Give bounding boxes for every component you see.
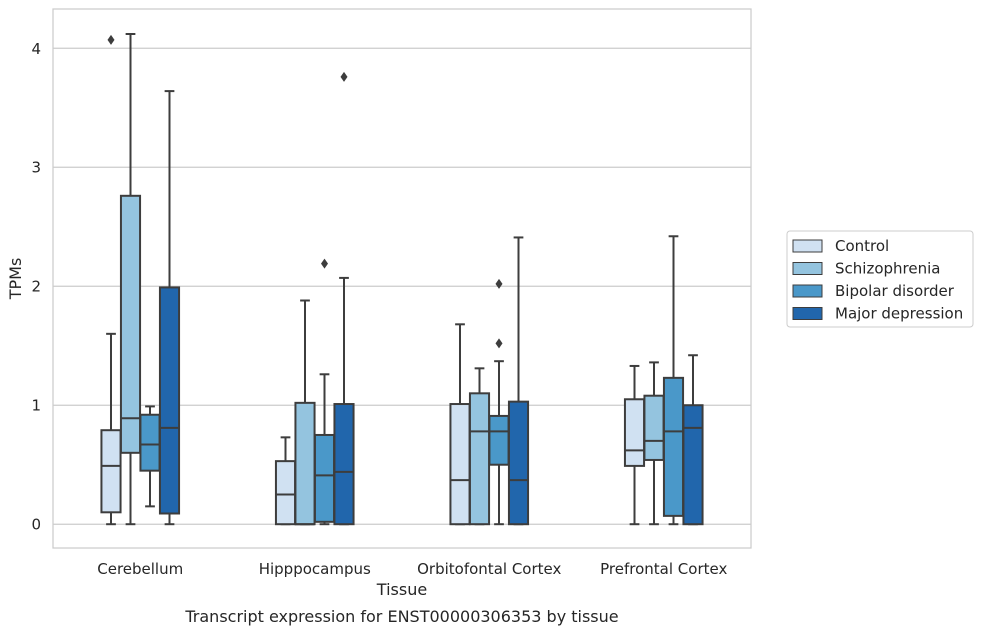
x-tick-label: Hipppocampus <box>259 560 371 578</box>
box-body <box>488 414 510 466</box>
box-body <box>158 286 181 515</box>
box-major-depression-0 <box>158 90 181 526</box>
box-schizophrenia-2 <box>468 367 491 526</box>
box-schizophrenia-3 <box>643 361 665 526</box>
x-axis-label: Tissue <box>376 580 427 599</box>
box-body <box>623 398 646 467</box>
y-tick-label: 3 <box>31 159 41 177</box>
box-bipolar-disorder-1 <box>313 258 336 526</box>
box-major-depression-2 <box>507 236 530 526</box>
y-tick-label: 4 <box>31 40 41 58</box>
legend-swatch <box>792 262 823 275</box>
box-schizophrenia-1 <box>294 299 316 526</box>
box-bipolar-disorder-3 <box>662 235 685 526</box>
box-bipolar-disorder-2 <box>488 278 510 526</box>
box-plots <box>100 32 704 526</box>
box-body <box>682 404 704 526</box>
legend-label: Major depression <box>835 305 963 323</box>
box-body <box>333 403 355 526</box>
box-control-0 <box>100 34 122 526</box>
outlier-point <box>107 34 115 45</box>
outlier-point <box>495 278 503 289</box>
legend-swatch <box>792 284 823 298</box>
legend-swatch <box>792 239 823 253</box>
chart-caption: Transcript expression for ENST0000030635… <box>184 607 618 626</box>
box-major-depression-3 <box>682 354 704 526</box>
box-body <box>449 403 471 526</box>
outlier-point <box>340 71 348 82</box>
legend-label: Bipolar disorder <box>835 282 955 300</box>
box-schizophrenia-0 <box>119 32 142 526</box>
box-body <box>643 394 665 461</box>
box-body <box>139 413 161 472</box>
box-body <box>507 400 530 526</box>
x-tick-label: Cerebellum <box>97 560 183 578</box>
y-tick-label: 0 <box>31 516 41 534</box>
box-major-depression-1 <box>333 71 355 526</box>
y-tick-labels: 0 1 2 3 4 <box>31 40 41 534</box>
box-body <box>274 460 297 526</box>
outlier-point <box>495 338 503 349</box>
legend-label: Control <box>835 237 889 255</box>
box-control-1 <box>274 436 297 526</box>
legend-frame <box>786 230 974 328</box>
x-tick-label: Prefrontal Cortex <box>600 560 727 578</box>
box-body <box>119 194 142 454</box>
y-tick-label: 2 <box>31 278 41 296</box>
legend-swatch <box>792 307 823 320</box>
y-tick-label: 1 <box>31 397 41 415</box>
outlier-point <box>321 258 329 269</box>
box-bipolar-disorder-0 <box>139 405 161 508</box>
legend: Control Schizophrenia Bipolar disorder Majo… <box>786 230 974 328</box>
box-control-2 <box>449 323 471 526</box>
x-tick-label: Orbitofontal Cortex <box>417 560 561 578</box>
box-body <box>294 401 316 526</box>
x-tick-labels: Cerebellum Hipppocampus Orbitofontal Corte… <box>97 560 727 578</box>
box-body <box>662 376 685 517</box>
box-body <box>313 433 336 523</box>
box-body <box>468 392 491 526</box>
box-body <box>100 429 122 514</box>
y-axis-label: TPMs <box>6 258 25 301</box>
box-control-3 <box>623 364 646 526</box>
legend-label: Schizophrenia <box>835 260 940 278</box>
plot-area-frame <box>52 8 752 549</box>
